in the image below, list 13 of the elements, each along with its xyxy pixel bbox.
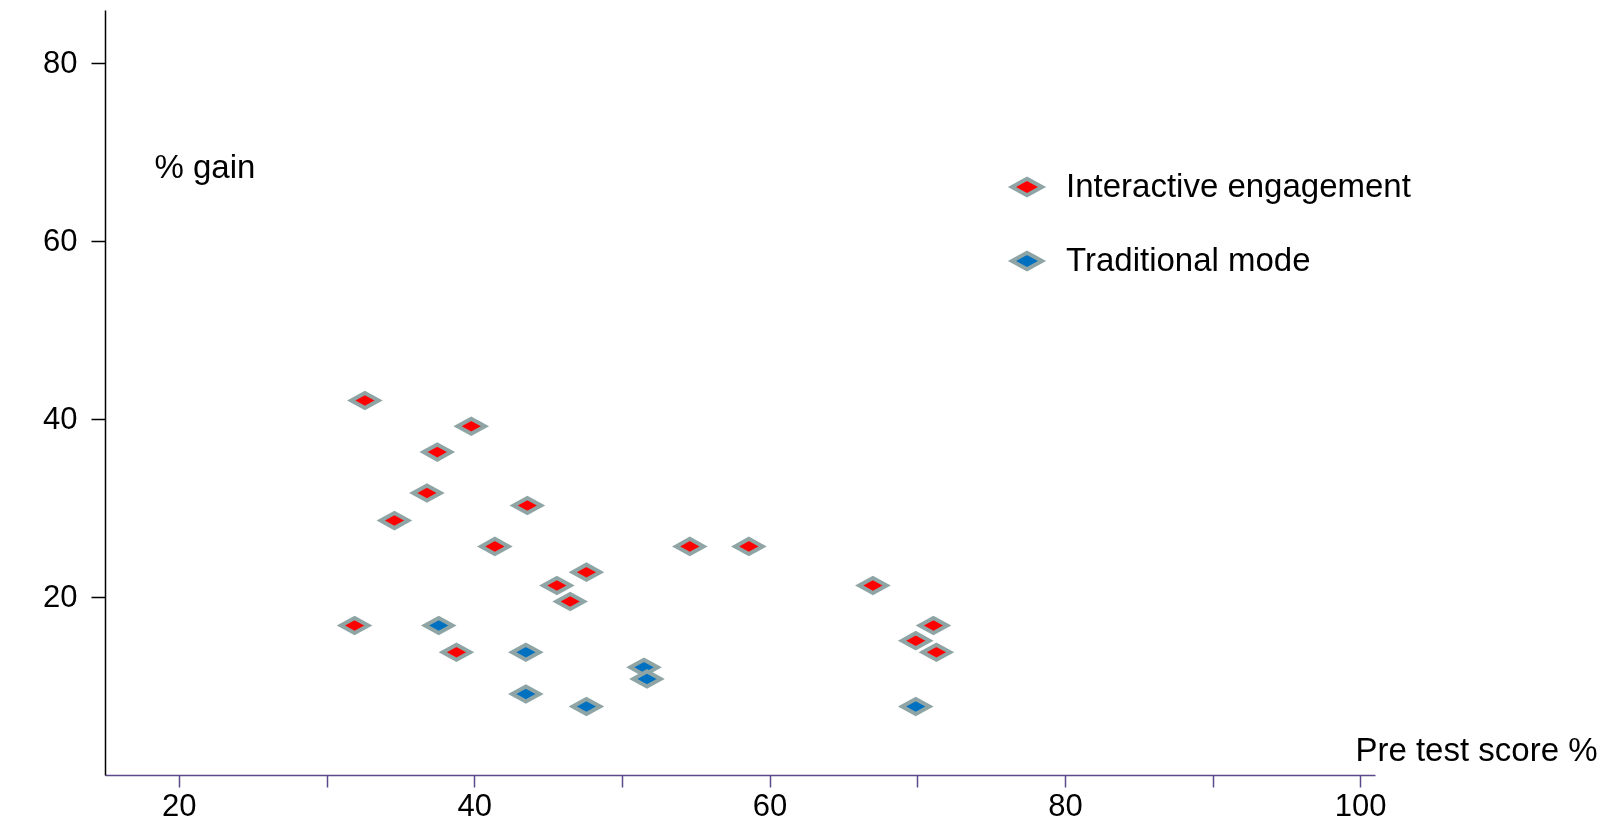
legend-label: Traditional mode — [1066, 241, 1311, 278]
x-tick-label: 60 — [752, 787, 788, 823]
x-tick-label: 40 — [457, 787, 492, 823]
x-tick-label: 100 — [1334, 787, 1387, 823]
x-tick-label: 20 — [162, 787, 197, 823]
y-tick-label: 40 — [43, 400, 78, 436]
y-tick-label: 80 — [43, 44, 78, 80]
x-tick-label: 80 — [1048, 787, 1083, 823]
y-tick-label: 20 — [43, 578, 78, 614]
legend-label: Interactive engagement — [1066, 167, 1411, 204]
x-axis-title: Pre test score % — [1355, 730, 1598, 768]
y-axis-title: % gain — [154, 147, 256, 185]
y-tick-label: 60 — [43, 222, 78, 258]
